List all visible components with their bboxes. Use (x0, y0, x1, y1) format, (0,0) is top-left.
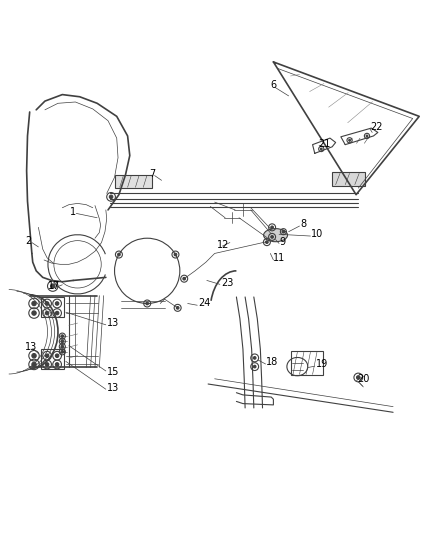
Circle shape (282, 230, 285, 233)
Circle shape (61, 345, 64, 348)
Text: 2: 2 (25, 236, 32, 246)
Text: 8: 8 (301, 219, 307, 229)
Circle shape (349, 140, 350, 141)
Circle shape (110, 195, 113, 199)
Circle shape (253, 365, 256, 368)
Text: 13: 13 (107, 383, 119, 393)
Circle shape (118, 253, 120, 256)
Text: 12: 12 (217, 240, 229, 250)
Circle shape (321, 148, 322, 150)
Circle shape (177, 306, 179, 309)
Circle shape (183, 277, 185, 280)
Text: 21: 21 (318, 139, 331, 149)
Circle shape (32, 362, 36, 367)
FancyBboxPatch shape (116, 175, 152, 188)
Circle shape (253, 357, 256, 359)
Text: 18: 18 (266, 357, 278, 367)
Circle shape (271, 236, 273, 238)
Text: 15: 15 (107, 367, 119, 377)
Circle shape (61, 351, 64, 353)
Circle shape (55, 311, 59, 315)
Circle shape (357, 376, 360, 379)
Text: 17: 17 (48, 281, 61, 290)
Circle shape (61, 335, 64, 337)
Circle shape (55, 362, 59, 366)
FancyBboxPatch shape (332, 172, 365, 186)
Circle shape (55, 302, 59, 305)
Text: 6: 6 (270, 79, 276, 90)
Circle shape (46, 311, 49, 315)
Circle shape (174, 253, 177, 256)
Circle shape (46, 362, 49, 366)
Text: 20: 20 (357, 374, 370, 384)
Text: 22: 22 (371, 122, 383, 132)
Ellipse shape (264, 229, 288, 241)
Text: 23: 23 (221, 278, 233, 288)
Text: 13: 13 (107, 318, 119, 328)
Text: 24: 24 (198, 298, 211, 309)
Circle shape (146, 302, 148, 305)
Text: 11: 11 (272, 253, 285, 263)
Circle shape (271, 226, 273, 229)
Circle shape (32, 301, 36, 305)
Circle shape (46, 302, 49, 305)
Circle shape (366, 135, 368, 137)
Text: 1: 1 (70, 207, 76, 217)
Circle shape (265, 241, 268, 244)
Circle shape (55, 354, 59, 358)
Text: 7: 7 (149, 169, 155, 179)
Circle shape (61, 340, 64, 343)
Text: 9: 9 (279, 237, 285, 247)
Text: 13: 13 (25, 342, 38, 352)
Text: 19: 19 (316, 359, 328, 369)
Circle shape (46, 354, 49, 358)
Circle shape (32, 311, 36, 315)
Circle shape (50, 284, 55, 288)
Circle shape (32, 353, 36, 358)
Text: 10: 10 (311, 229, 324, 239)
